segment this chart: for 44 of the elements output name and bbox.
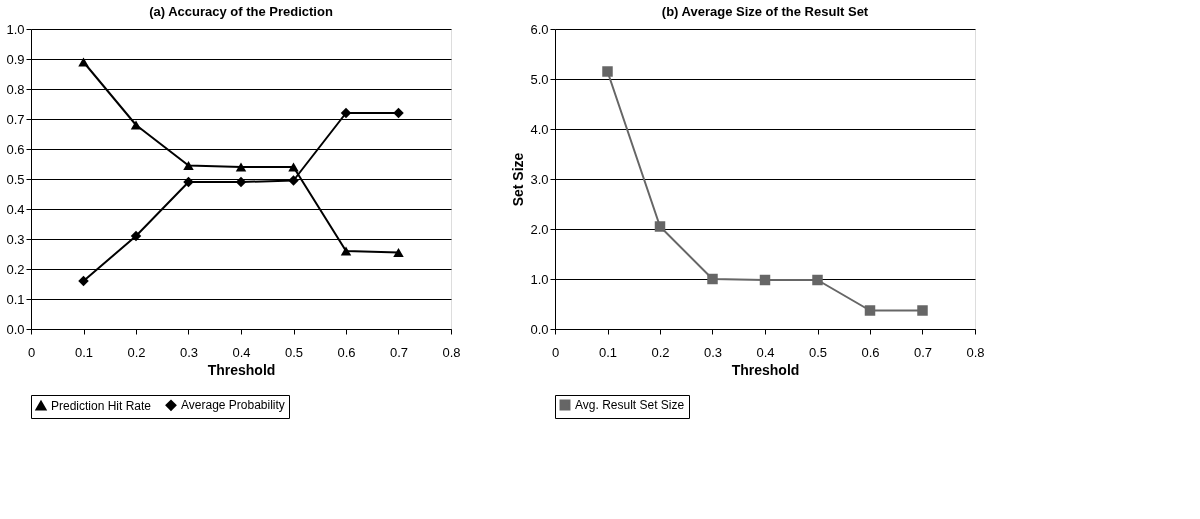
legend-label: Average Probability	[181, 398, 285, 413]
x-tick-label: 0.4	[232, 344, 251, 360]
y-axis-title: Set Size	[510, 152, 527, 207]
x-tick-label: 0.5	[284, 344, 304, 360]
chart-title: (a) Accuracy of the Prediction	[149, 4, 333, 19]
y-tick-label: 0.2	[6, 261, 25, 277]
x-tick-label: 0.2	[651, 344, 670, 360]
y-tick-label: 4.0	[530, 121, 549, 137]
chart-title: (b) Average Size of the Result Set	[661, 4, 869, 19]
x-axis-title: Threshold	[731, 361, 800, 378]
legend-label: Prediction Hit Rate	[51, 398, 152, 413]
y-tick-label: 0.9	[6, 51, 25, 67]
y-tick-label: 6.0	[530, 21, 549, 37]
y-tick-label: 0.3	[6, 231, 25, 247]
x-tick-label: 0	[27, 344, 36, 360]
x-tick-label: 0.4	[756, 344, 775, 360]
x-tick-label: 0	[551, 344, 560, 360]
y-tick-label: 1.0	[6, 21, 25, 37]
y-tick-label: 0.0	[6, 321, 25, 337]
x-axis-title: Threshold	[207, 361, 276, 378]
y-tick-label: 0.8	[6, 81, 25, 97]
y-tick-label: 2.0	[530, 221, 549, 237]
x-tick-label: 0.6	[861, 344, 880, 360]
x-tick-label: 0.7	[389, 344, 409, 360]
y-tick-label: 0.0	[530, 321, 549, 337]
y-tick-label: 0.5	[6, 171, 25, 187]
x-tick-label: 0.5	[808, 344, 828, 360]
x-tick-label: 0.3	[179, 344, 199, 360]
y-tick-label: 5.0	[530, 71, 549, 87]
legend-label: Avg. Result Set Size	[575, 398, 685, 412]
x-tick-label: 0.6	[337, 344, 356, 360]
y-tick-label: 0.4	[6, 201, 25, 217]
y-tick-label: 3.0	[530, 171, 549, 187]
y-tick-label: 0.7	[6, 111, 25, 127]
x-tick-label: 0.1	[74, 344, 94, 360]
x-tick-label: 0.7	[913, 344, 933, 360]
x-tick-label: 0.3	[703, 344, 723, 360]
x-tick-label: 0.1	[598, 344, 618, 360]
x-tick-label: 0.2	[127, 344, 146, 360]
x-tick-label: 0.8	[966, 344, 985, 360]
y-tick-label: 1.0	[530, 271, 549, 287]
y-tick-label: 0.1	[6, 291, 25, 307]
x-tick-label: 0.8	[442, 344, 461, 360]
y-tick-label: 0.6	[6, 141, 25, 157]
